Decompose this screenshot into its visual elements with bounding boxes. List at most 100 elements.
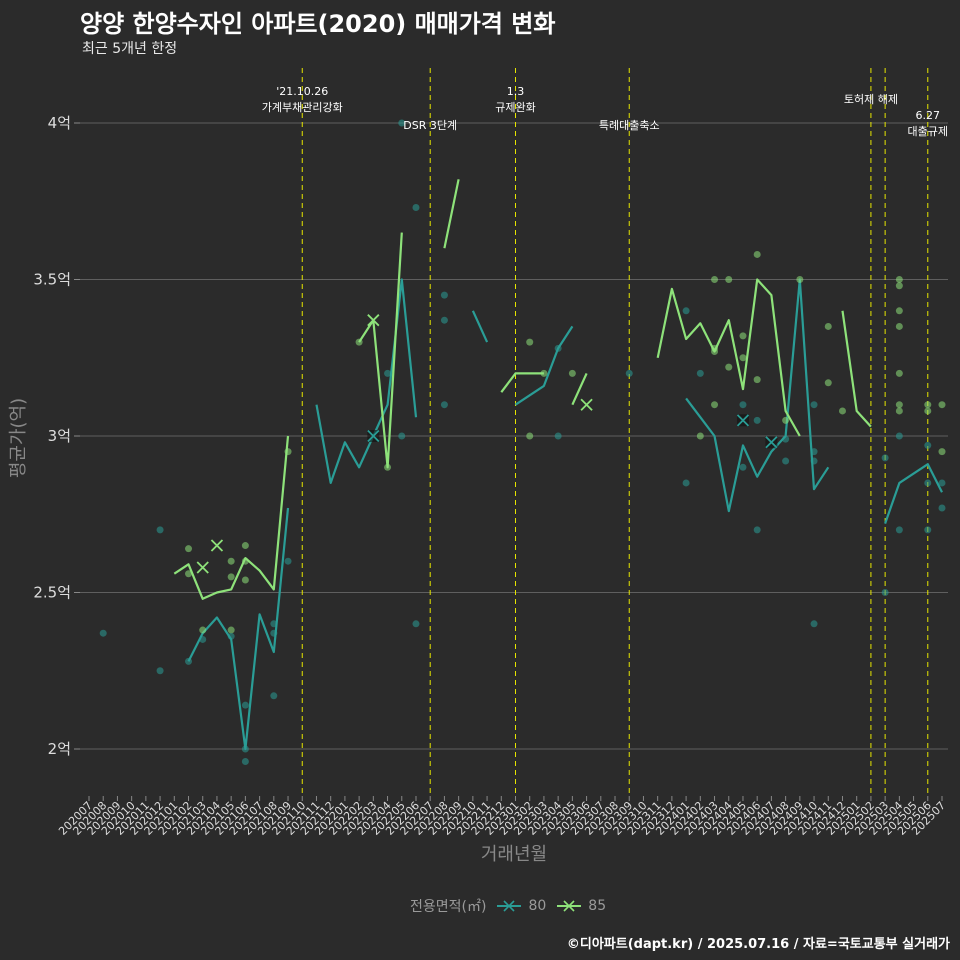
y-tick-label: 4억	[48, 114, 71, 132]
event-label: 대출규제	[908, 125, 948, 138]
event-label: 토허제 해제	[844, 92, 898, 106]
transaction-point-80	[625, 369, 633, 377]
transaction-point-85	[526, 338, 534, 346]
transaction-point-85	[185, 545, 193, 553]
transaction-point-85	[924, 407, 932, 415]
gridlines	[80, 122, 948, 750]
transaction-point-85	[725, 363, 733, 371]
legend-swatch-85	[557, 900, 582, 912]
event-label: '21.10.26	[276, 85, 328, 98]
transaction-point-80	[810, 457, 818, 465]
transaction-point-80	[938, 504, 946, 512]
transaction-point-85	[384, 463, 392, 471]
transaction-point-80	[782, 435, 790, 443]
event-label: 가계부채관리강화	[262, 101, 343, 114]
transaction-point-80	[412, 204, 420, 212]
transaction-point-85	[924, 401, 932, 409]
transaction-point-80	[753, 526, 761, 534]
transaction-point-85	[284, 448, 292, 456]
transaction-point-85	[895, 401, 903, 409]
transaction-point-80	[412, 620, 420, 628]
transaction-point-85	[895, 369, 903, 377]
transaction-point-85	[526, 432, 534, 440]
x-axis: 2020072020082020092020102020112020122021…	[56, 796, 948, 838]
transaction-point-80	[156, 526, 164, 534]
transaction-point-80	[924, 479, 932, 487]
y-tick-label: 2억	[48, 740, 71, 758]
series-line-80	[685, 278, 830, 513]
series-line-85	[656, 278, 801, 437]
transaction-point-85	[227, 557, 235, 565]
transaction-point-85	[725, 276, 733, 283]
series-line-80	[884, 463, 943, 524]
transaction-point-80	[270, 629, 278, 637]
transaction-point-85	[241, 576, 249, 584]
transaction-point-80	[384, 369, 392, 377]
transaction-point-80	[682, 479, 690, 487]
transaction-point-80	[810, 401, 818, 409]
transaction-point-85	[227, 573, 235, 581]
transaction-point-80	[398, 432, 406, 440]
x-axis-title: 거래년월	[481, 844, 547, 865]
transaction-point-80	[156, 667, 164, 675]
source-credit: ©디아파트(dapt.kr) / 2025.07.16 / 자료=국토교통부 실…	[566, 937, 950, 952]
transaction-point-80	[241, 758, 249, 766]
transaction-point-80	[682, 307, 690, 315]
y-axis: 2억 2.5억 3억 3.5억 4억	[33, 114, 80, 758]
transaction-point-85	[739, 354, 747, 362]
transaction-point-80	[739, 463, 747, 471]
transaction-point-85	[895, 282, 903, 290]
event-label: 6.27	[916, 109, 941, 122]
x-marker-80	[765, 436, 778, 449]
transaction-point-85	[696, 432, 704, 440]
x-marker-80	[736, 414, 750, 427]
transaction-point-85	[753, 250, 761, 258]
transaction-point-80	[270, 620, 278, 628]
transaction-point-80	[895, 526, 903, 534]
transaction-point-80	[185, 657, 193, 665]
series-line-80	[315, 278, 418, 484]
transaction-point-85	[199, 626, 207, 634]
transaction-point-85	[782, 416, 790, 424]
transaction-point-85	[824, 379, 832, 387]
event-lines	[301, 68, 929, 796]
transaction-point-85	[838, 407, 846, 415]
transaction-point-80	[99, 629, 107, 637]
legend-swatch-80	[497, 900, 522, 912]
series-line-85	[571, 372, 588, 406]
transaction-point-85	[895, 407, 903, 415]
transaction-point-85	[711, 276, 719, 283]
transaction-point-80	[753, 416, 761, 424]
transaction-point-85	[711, 401, 719, 409]
series-line-85	[358, 232, 403, 469]
transaction-point-80	[440, 316, 448, 324]
y-axis-title: 평균가(억)	[8, 398, 29, 478]
y-tick-label: 3억	[48, 427, 71, 445]
transaction-point-80	[881, 454, 889, 462]
legend-label-80: 80	[528, 898, 547, 914]
series-line-80	[514, 325, 574, 406]
chart-title: 양양 한양수자인 아파트(2020) 매매가격 변화	[80, 10, 556, 38]
transaction-point-80	[924, 526, 932, 534]
transaction-point-85	[796, 276, 804, 283]
x-marker-85	[196, 561, 209, 574]
transaction-point-85	[824, 322, 832, 330]
transaction-point-85	[540, 369, 548, 377]
x-marker-80	[367, 429, 380, 443]
y-tick-label: 2.5억	[33, 584, 71, 602]
transaction-point-80	[241, 745, 249, 753]
event-label: 특례대출축소	[599, 119, 660, 132]
transaction-point-80	[554, 432, 562, 440]
transaction-point-80	[810, 620, 818, 628]
transaction-point-80	[284, 557, 292, 565]
legend-item-80: 80	[496, 898, 546, 914]
series-line-85	[173, 435, 290, 600]
transaction-point-85	[568, 369, 576, 377]
transaction-point-85	[739, 332, 747, 340]
series-line-85	[443, 179, 460, 249]
transaction-point-85	[895, 322, 903, 330]
transaction-point-85	[241, 542, 249, 550]
transaction-point-85	[938, 448, 946, 456]
